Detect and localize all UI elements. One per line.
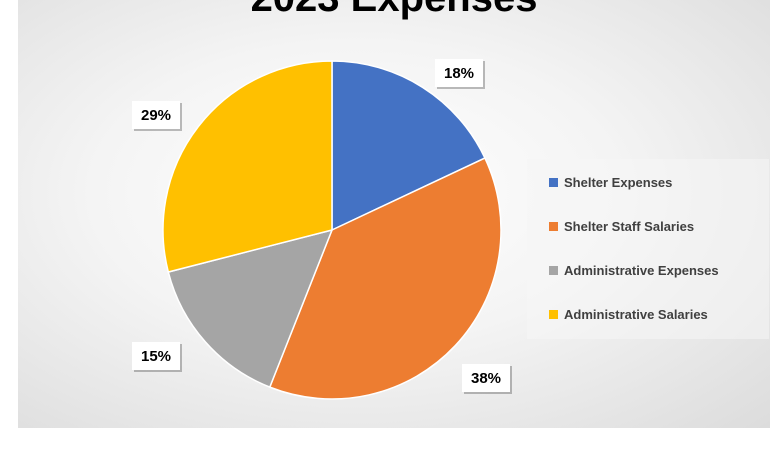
data-label-box: [132, 101, 180, 129]
legend-swatch-administrative-expenses: [549, 265, 558, 275]
legend-item-shelter-expenses: Shelter Expenses: [549, 172, 672, 192]
data-label-text: 15%: [141, 348, 171, 365]
data-label-shelter-expenses: 18%: [435, 59, 485, 89]
pie-slice-shelter-expenses: [331, 60, 486, 232]
data-label-text: 29%: [141, 107, 171, 124]
legend-label-administrative-expenses: Administrative Expenses: [564, 262, 719, 278]
legend-swatch-shelter-expenses: [549, 177, 558, 187]
data-label-box: [132, 342, 180, 370]
legend-label-administrative-salaries: Administrative Salaries: [564, 306, 708, 322]
data-label-text: 18%: [444, 65, 474, 82]
legend-item-administrative-expenses: Administrative Expenses: [549, 260, 719, 280]
data-label-administrative-expenses: 15%: [132, 342, 182, 372]
data-label-box: [462, 364, 510, 392]
pie-slice-administrative-expenses: [167, 228, 334, 389]
data-label-administrative-salaries: 29%: [132, 101, 182, 131]
pie-slice-administrative-salaries: [162, 60, 333, 273]
legend-swatch-administrative-salaries: [549, 309, 558, 319]
legend-item-shelter-staff-salaries: Shelter Staff Salaries: [549, 216, 694, 236]
pie-slice-shelter-staff-salaries: [268, 157, 502, 400]
data-label-text: 38%: [471, 370, 501, 387]
data-label-shelter-staff-salaries: 38%: [462, 364, 512, 394]
legend-label-shelter-expenses: Shelter Expenses: [564, 174, 673, 190]
legend-item-administrative-salaries: Administrative Salaries: [549, 304, 708, 324]
legend-swatch-shelter-staff-salaries: [549, 221, 558, 231]
chart-title: 2023 Expenses: [18, 0, 770, 18]
chart-legend: Shelter Expenses Shelter Staff Salaries …: [527, 159, 769, 339]
legend-label-shelter-staff-salaries: Shelter Staff Salaries: [564, 218, 695, 234]
data-label-box: [435, 59, 483, 87]
